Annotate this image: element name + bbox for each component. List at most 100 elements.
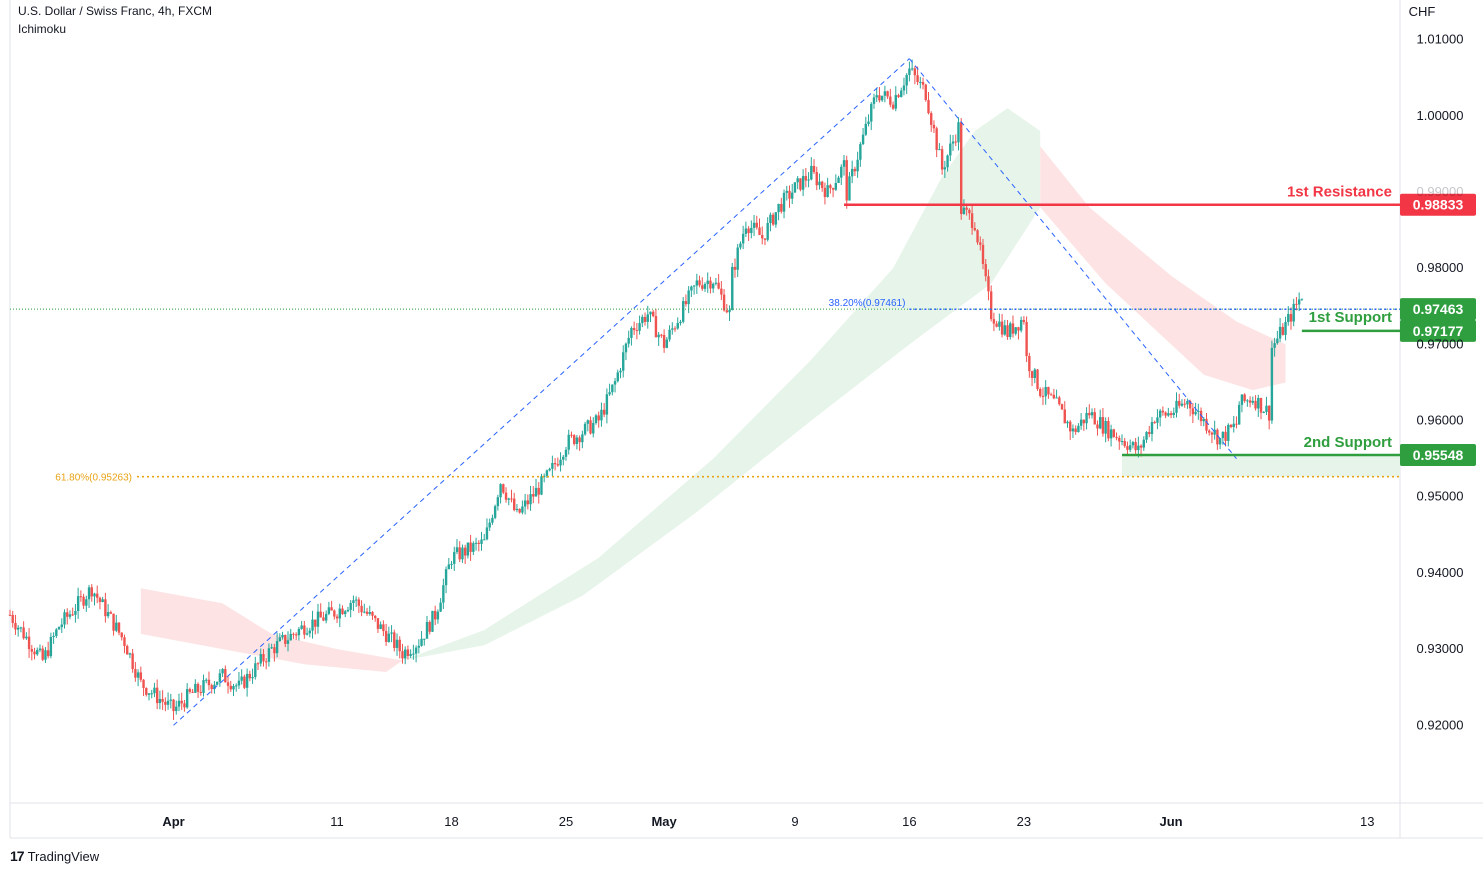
candle-body	[913, 68, 917, 76]
candle-body	[294, 634, 298, 636]
candle-body	[1145, 431, 1148, 440]
candle-body	[649, 311, 652, 315]
candle-body	[551, 463, 554, 469]
candle-body	[698, 280, 701, 286]
candle-body	[545, 470, 549, 477]
candle-body	[360, 605, 363, 613]
indicator-label: Ichimoku	[18, 22, 67, 36]
candle-body	[875, 95, 878, 98]
candle-body	[632, 328, 636, 331]
candle-body	[33, 651, 36, 655]
candle-body	[52, 635, 55, 637]
candle-body	[305, 633, 309, 635]
candle-body	[889, 96, 892, 105]
candle-body	[796, 178, 799, 183]
candle-body	[98, 597, 102, 603]
candle-body	[1109, 429, 1113, 439]
candle-body	[311, 619, 314, 631]
candle-body	[856, 159, 859, 172]
candle-body	[483, 539, 486, 541]
candle-body	[175, 706, 178, 712]
candle-body	[134, 668, 137, 678]
candle-body	[1030, 371, 1034, 379]
candle-body	[780, 203, 783, 212]
support-zone	[1122, 454, 1400, 477]
candle-body	[1232, 423, 1235, 428]
candle-body	[1289, 314, 1293, 322]
candle-body	[66, 612, 69, 617]
candle-body	[1158, 410, 1162, 418]
candle-body	[213, 684, 216, 690]
tradingview-name: TradingView	[27, 848, 100, 864]
candle-body	[769, 214, 772, 224]
candle-body	[354, 599, 358, 601]
candle-body	[218, 673, 222, 682]
tradingview-brand[interactable]: 17 TradingView	[10, 848, 99, 864]
candle-body	[919, 81, 922, 83]
candle-body	[205, 679, 208, 681]
candle-body	[55, 629, 58, 636]
candle-body	[420, 638, 423, 646]
candle-body	[867, 121, 870, 124]
candle-body	[188, 689, 192, 692]
candle-body	[758, 227, 761, 236]
candle-body	[1077, 425, 1080, 433]
y-tick-label: 0.98000	[1417, 260, 1464, 275]
symbol-title: U.S. Dollar / Swiss Franc, 4h, FXCM	[18, 4, 213, 18]
candle-body	[513, 498, 516, 511]
candle-body	[458, 547, 461, 560]
candle-body	[932, 124, 936, 129]
price-tag-label: 0.98833	[1413, 197, 1464, 213]
candle-body	[409, 654, 412, 656]
candle-body	[916, 75, 919, 83]
candle-body	[791, 192, 794, 199]
candle-body	[1237, 404, 1241, 425]
candle-body	[1262, 411, 1265, 413]
candle-body	[251, 677, 254, 679]
current-price-label: 0.97463	[1413, 301, 1464, 317]
candle-body	[572, 435, 576, 444]
candle-body	[793, 182, 797, 193]
price-tag-support	[1400, 443, 1476, 466]
candle-body	[330, 607, 333, 611]
candle-body	[115, 622, 118, 631]
candle-body	[264, 661, 268, 663]
candle-body	[237, 680, 241, 686]
candle-body	[1131, 442, 1135, 446]
ichimoku-cloud-bullish	[402, 108, 1041, 661]
candle-body	[581, 434, 584, 443]
candle-body	[949, 143, 952, 156]
candle-body	[463, 547, 467, 556]
candle-body	[970, 213, 974, 229]
y-tick-label: 0.97000	[1417, 336, 1464, 351]
y-tick-label: 0.94000	[1417, 565, 1464, 580]
candle-body	[589, 420, 592, 434]
candle-body	[605, 394, 609, 415]
candle-body	[968, 209, 971, 214]
candle-body	[284, 634, 287, 644]
candle-body	[164, 701, 167, 705]
candle-body	[548, 468, 551, 471]
candle-body	[864, 123, 868, 135]
candle-body	[38, 648, 42, 651]
candle-body	[570, 434, 573, 436]
candle-body	[1235, 423, 1238, 425]
candle-body	[374, 615, 377, 619]
candle-body	[826, 185, 829, 198]
candle-body	[1281, 326, 1285, 335]
candle-body	[891, 104, 895, 109]
candle-body	[1148, 431, 1151, 434]
candle-body	[267, 648, 271, 662]
candle-body	[583, 423, 587, 435]
candle-body	[1224, 431, 1227, 441]
candle-body	[562, 456, 565, 460]
candle-body	[668, 329, 671, 340]
candle-body	[559, 459, 562, 466]
candle-body	[259, 654, 262, 664]
candle-body	[1287, 314, 1290, 322]
candle-body	[622, 352, 625, 371]
candle-body	[384, 631, 388, 642]
candle-body	[226, 682, 230, 686]
candle-body	[665, 339, 669, 348]
